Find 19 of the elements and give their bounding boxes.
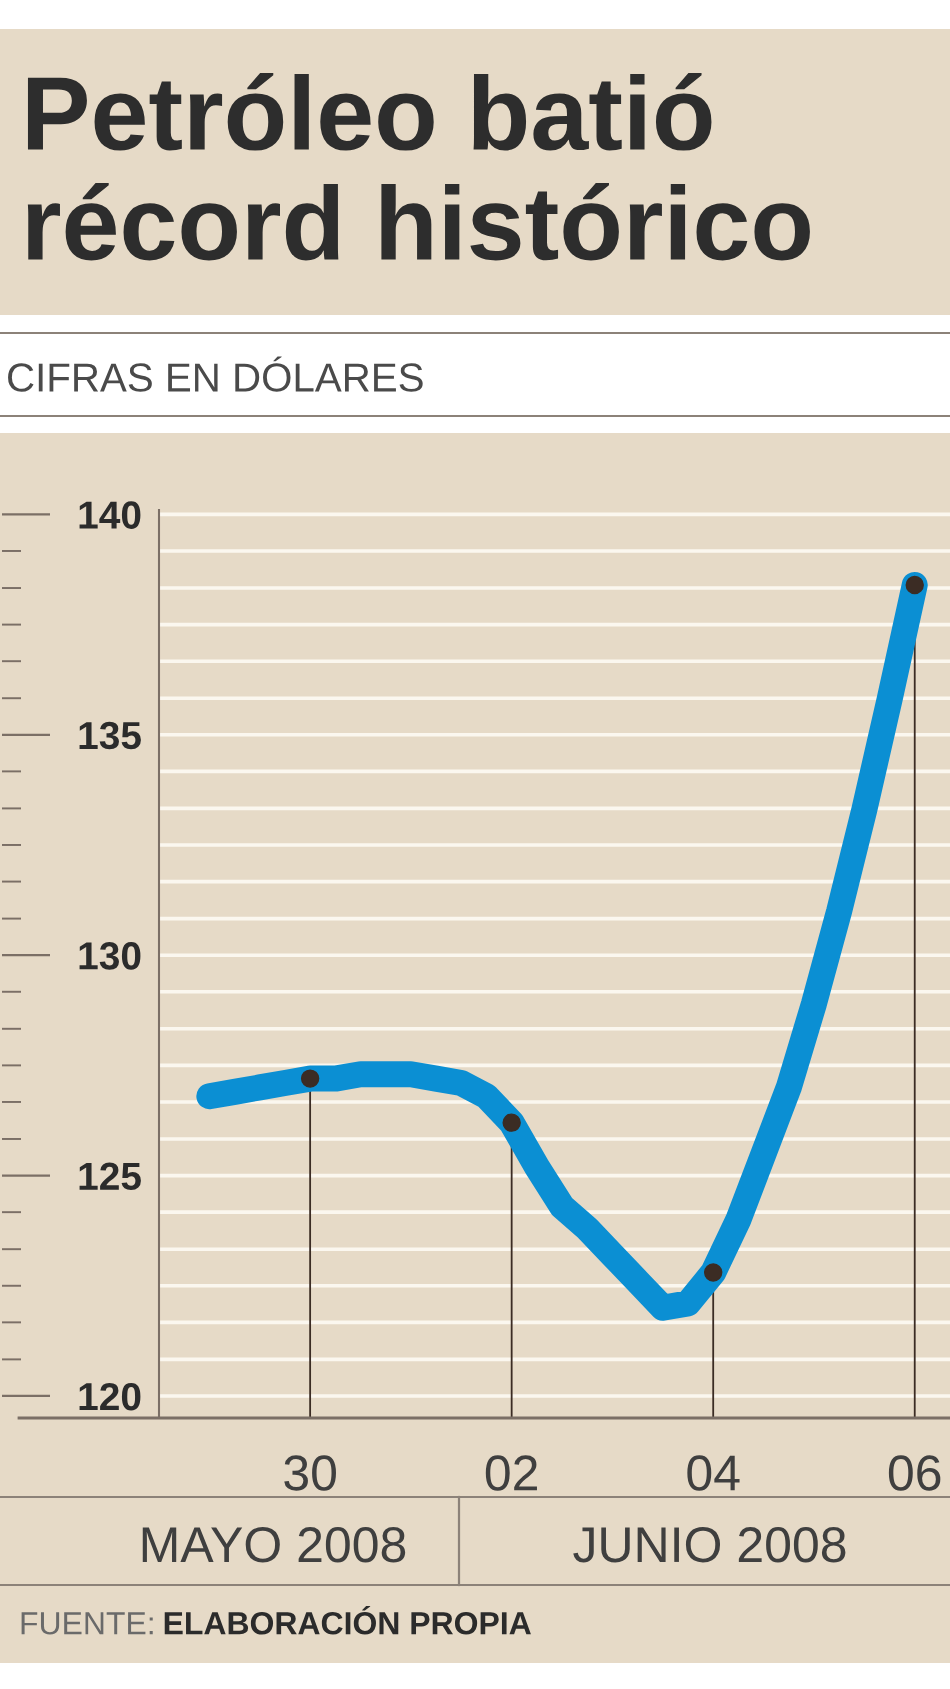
y-tick-label: 140 bbox=[79, 501, 141, 529]
y-tick-label: 120 bbox=[79, 1382, 141, 1411]
source-note: FUENTE: bbox=[21, 1612, 153, 1635]
chart-subtitle: CIFRAS EN DÓLARES bbox=[8, 356, 423, 392]
x-tick-label: 02 bbox=[485, 1455, 537, 1491]
text: ELABORACIÓN PROPIA bbox=[164, 1605, 531, 1635]
y-tick-label: 135 bbox=[79, 721, 141, 750]
y-tick-label: 125 bbox=[79, 1162, 141, 1191]
text: MAYO 2008 bbox=[142, 1527, 406, 1563]
point bbox=[905, 575, 924, 595]
y-tick-label: 130 bbox=[79, 942, 141, 970]
point bbox=[704, 1263, 723, 1282]
x-tick-label: 04 bbox=[687, 1455, 740, 1491]
point bbox=[300, 1069, 320, 1088]
x-tick-label: 30 bbox=[284, 1455, 336, 1491]
x-tick-label: 06 bbox=[888, 1455, 941, 1491]
chart-title: Petróleo batió récord histórico bbox=[27, 73, 810, 261]
text: JUNIO 2008 bbox=[573, 1527, 846, 1563]
point bbox=[502, 1113, 521, 1132]
